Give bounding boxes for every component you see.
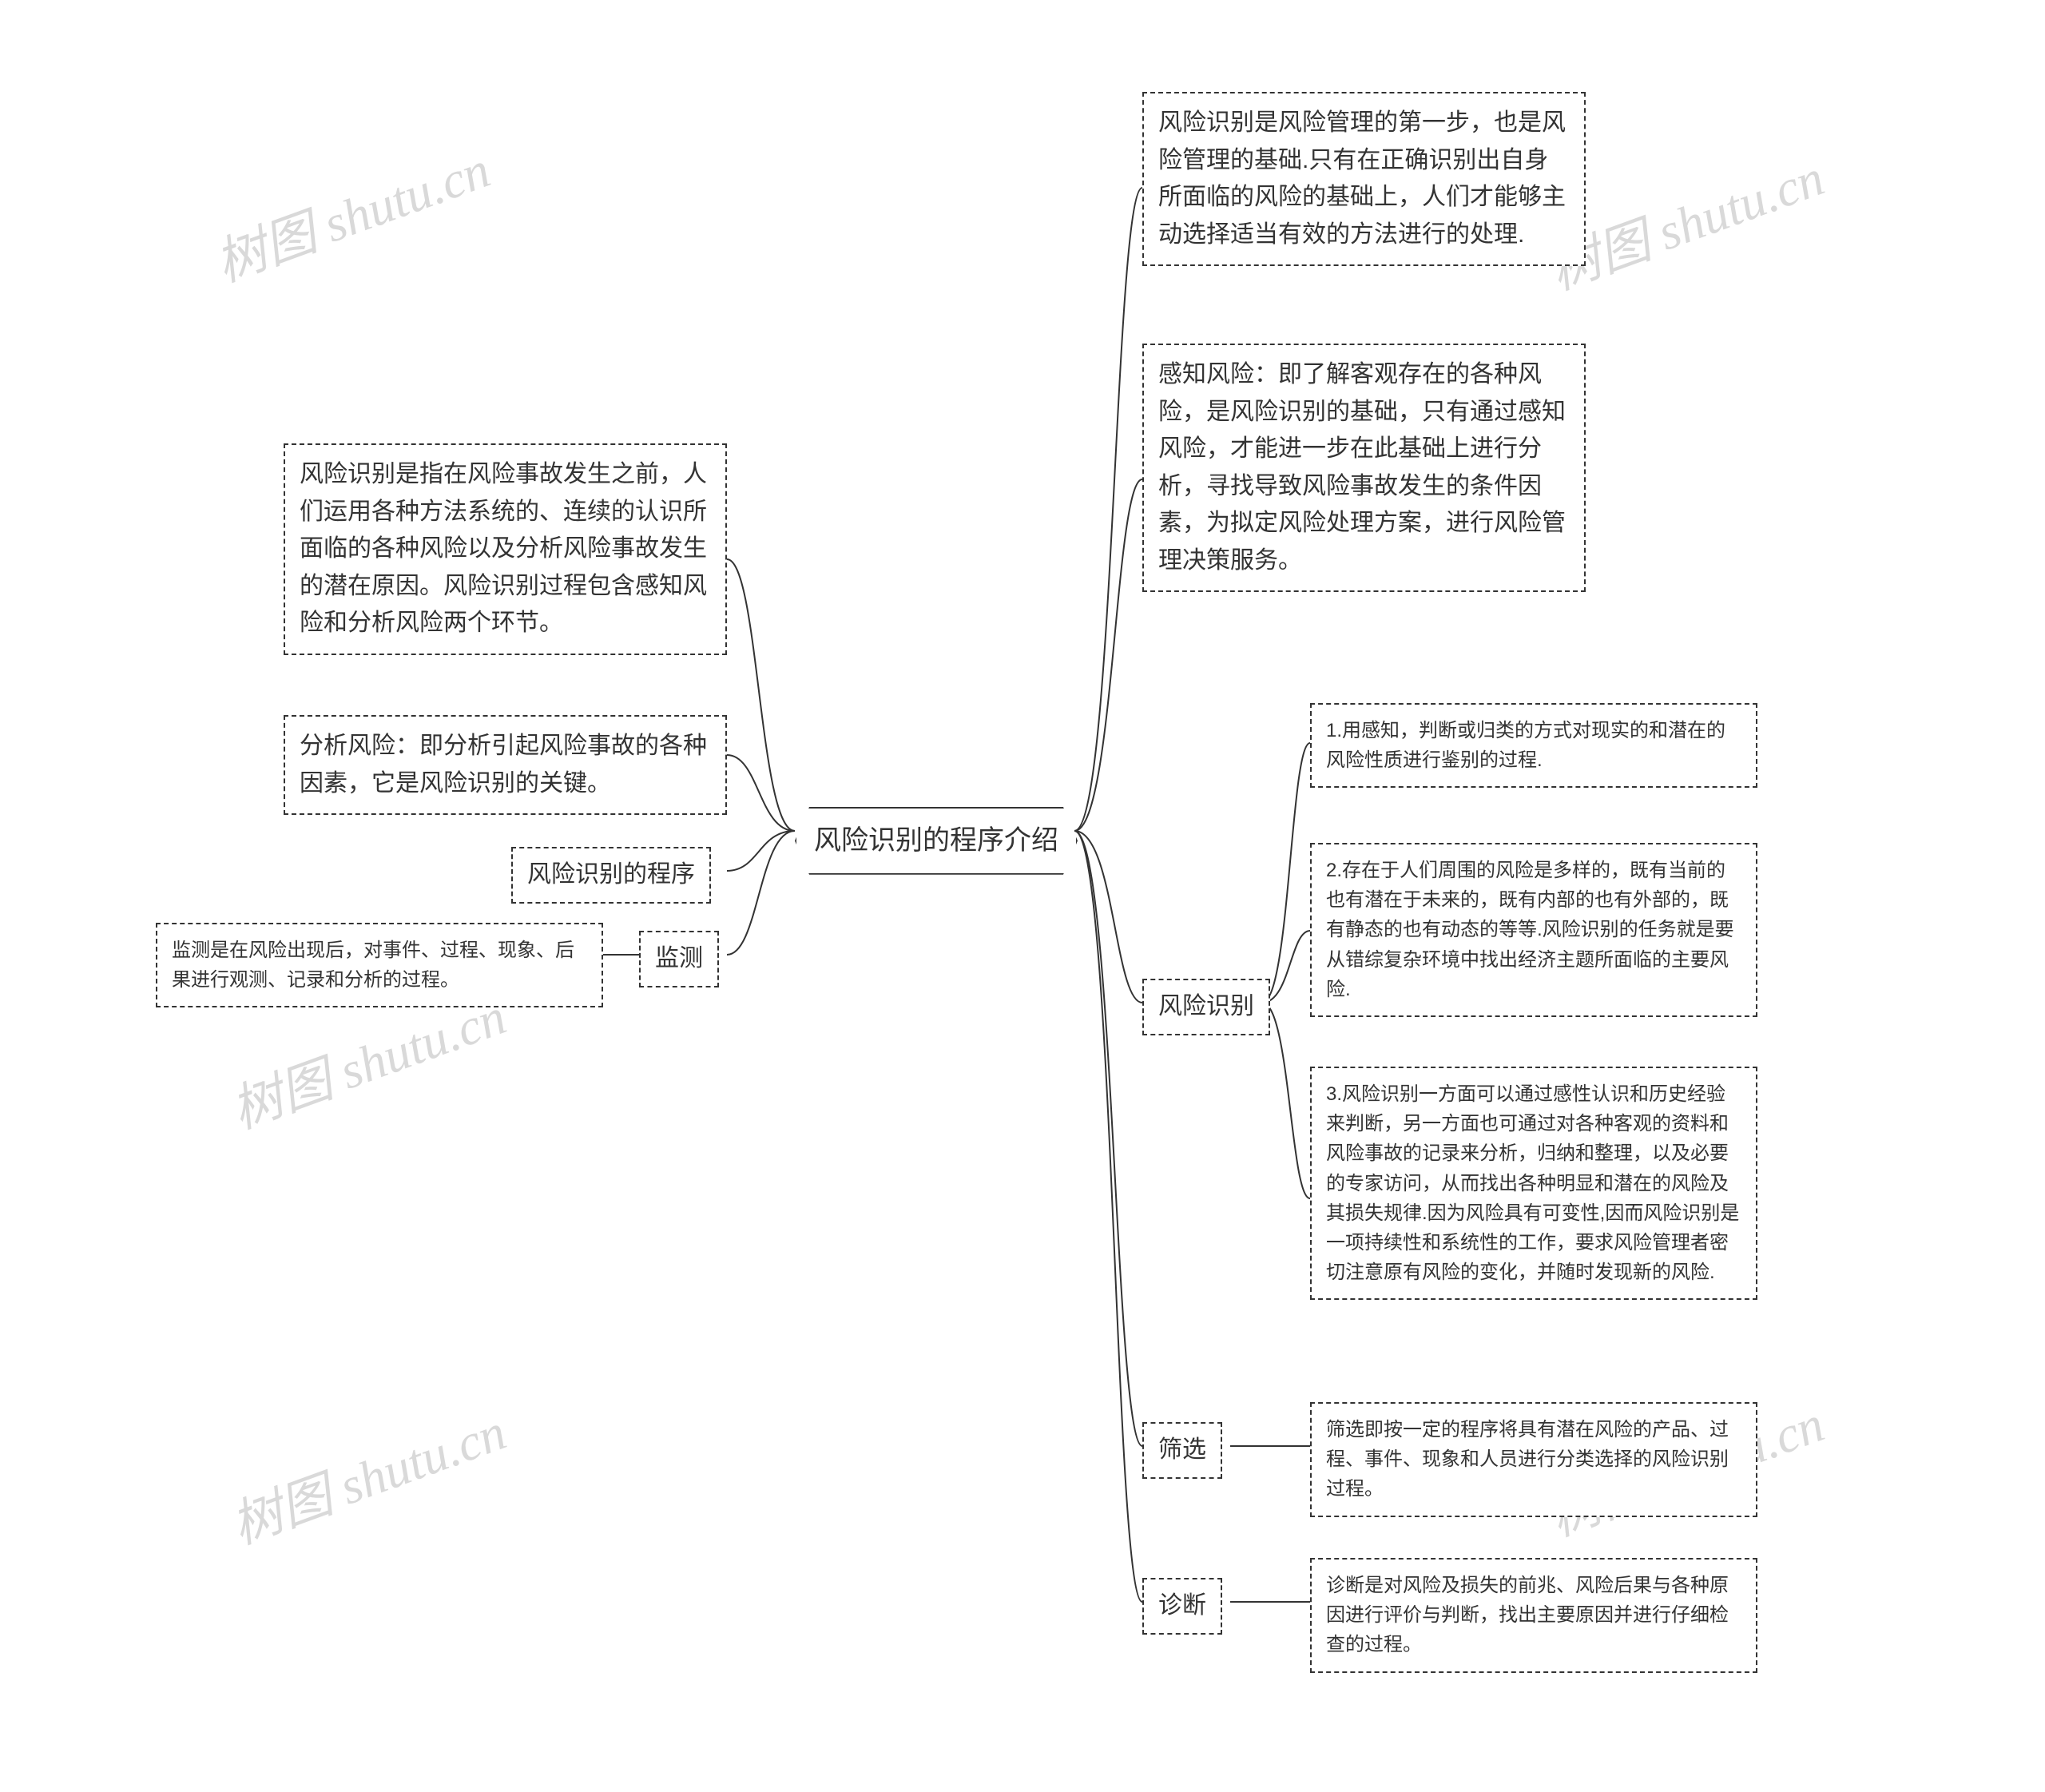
- right-node-ident-c3[interactable]: 3.风险识别一方面可以通过感性认识和历史经验来判断，另一方面也可通过对各种客观的…: [1310, 1067, 1757, 1300]
- right-node-filter-desc[interactable]: 筛选即按一定的程序将具有潜在风险的产品、过程、事件、现象和人员进行分类选择的风险…: [1310, 1402, 1757, 1517]
- right-node-first-step[interactable]: 风险识别是风险管理的第一步，也是风险管理的基础.只有在正确识别出自身所面临的风险…: [1142, 92, 1586, 266]
- right-node-ident-c1[interactable]: 1.用感知，判断或归类的方式对现实的和潜在的风险性质进行鉴别的过程.: [1310, 703, 1757, 788]
- mindmap-canvas: 树图 shutu.cn 树图 shutu.cn 树图 shutu.cn 树图 s…: [0, 0, 2045, 1792]
- right-node-filter[interactable]: 筛选: [1142, 1422, 1222, 1479]
- watermark: 树图 shutu.cn: [220, 1391, 514, 1558]
- left-node-procedure[interactable]: 风险识别的程序: [511, 847, 711, 904]
- right-node-diagnose-desc[interactable]: 诊断是对风险及损失的前兆、风险后果与各种原因进行评价与判断，找出主要原因并进行仔…: [1310, 1558, 1757, 1673]
- left-node-definition[interactable]: 风险识别是指在风险事故发生之前，人们运用各种方法系统的、连续的认识所面临的各种风…: [284, 443, 727, 655]
- right-node-identification[interactable]: 风险识别: [1142, 979, 1270, 1035]
- watermark: 树图 shutu.cn: [204, 129, 498, 296]
- right-node-diagnose[interactable]: 诊断: [1142, 1578, 1222, 1635]
- left-node-monitoring-desc[interactable]: 监测是在风险出现后，对事件、过程、现象、后果进行观测、记录和分析的过程。: [156, 923, 603, 1007]
- left-node-monitoring[interactable]: 监测: [639, 931, 719, 987]
- right-node-ident-c2[interactable]: 2.存在于人们周围的风险是多样的，既有当前的也有潜在于未来的，既有内部的也有外部…: [1310, 843, 1757, 1017]
- right-node-perceive[interactable]: 感知风险：即了解客观存在的各种风险，是风险识别的基础，只有通过感知风险，才能进一…: [1142, 344, 1586, 592]
- left-node-analysis[interactable]: 分析风险：即分析引起风险事故的各种因素，它是风险识别的关键。: [284, 715, 727, 815]
- root-node[interactable]: 风险识别的程序介绍: [795, 807, 1078, 875]
